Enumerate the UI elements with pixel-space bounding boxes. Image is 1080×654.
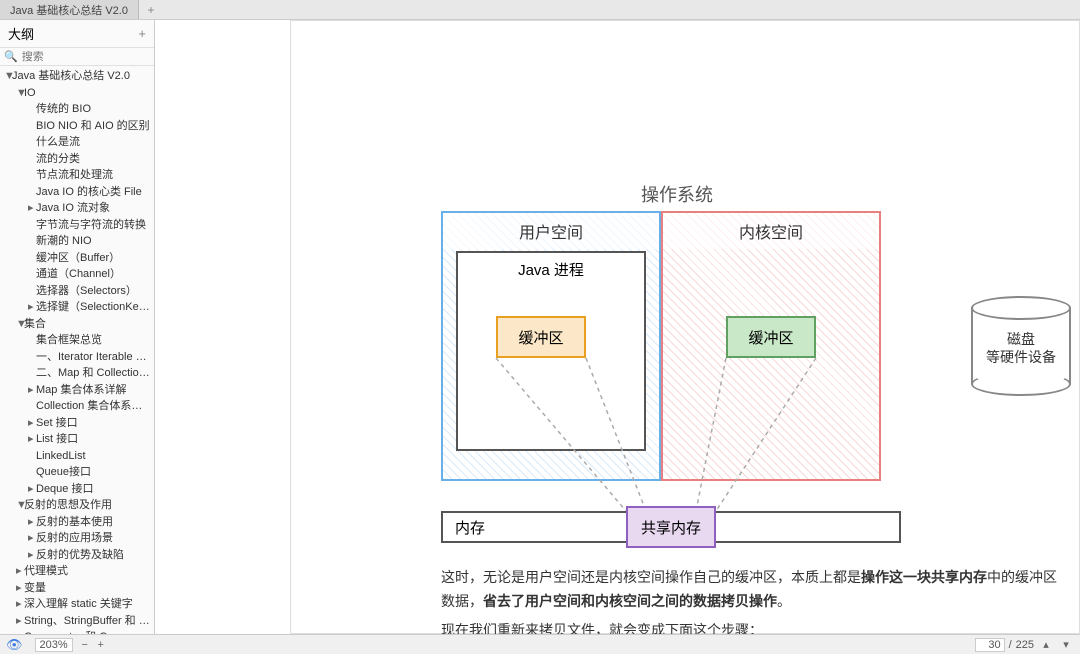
tree-item[interactable]: 缓冲区（Buffer） (0, 250, 154, 267)
new-tab-button[interactable]: + (139, 0, 163, 19)
tree-item[interactable]: ▸代理模式 (0, 563, 154, 580)
main-area: 大纲 + 🔍 ▼Java 基础核心总结 V2.0▼IO传统的 BIOBIO NI… (0, 20, 1080, 634)
tab-bar: Java 基础核心总结 V2.0 + (0, 0, 1080, 20)
search-box: 🔍 (0, 48, 154, 66)
tree-item[interactable]: ▸变量 (0, 580, 154, 597)
page-current[interactable]: 30 (975, 638, 1005, 652)
zoom-level[interactable]: 203% (35, 638, 73, 652)
tree-item[interactable]: ▼Java 基础核心总结 V2.0 (0, 68, 154, 85)
tree-item[interactable]: 二、Map 和 Collection... (0, 365, 154, 382)
search-icon: 🔍 (4, 50, 18, 63)
tree-item[interactable]: ▸反射的优势及缺陷 (0, 547, 154, 564)
user-buffer-box: 缓冲区 (496, 316, 586, 358)
tree-item[interactable]: Java IO 的核心类 File (0, 184, 154, 201)
page-separator: / (1009, 639, 1012, 651)
sidebar-header: 大纲 + (0, 20, 154, 48)
page-up-button[interactable]: ▴ (1038, 638, 1054, 651)
sidebar: 大纲 + 🔍 ▼Java 基础核心总结 V2.0▼IO传统的 BIOBIO NI… (0, 20, 155, 634)
tree-item[interactable]: 选择器（Selectors） (0, 283, 154, 300)
tree-item[interactable]: ▼IO (0, 85, 154, 102)
memory-label: 内存 (443, 517, 497, 538)
document-tab[interactable]: Java 基础核心总结 V2.0 (0, 0, 139, 19)
tree-item[interactable]: BIO NIO 和 AIO 的区别 (0, 118, 154, 135)
tree-item[interactable]: LinkedList (0, 448, 154, 465)
paragraph-1: 这时，无论是用户空间还是内核空间操作自己的缓冲区，本质上都是操作这一块共享内存中… (441, 566, 1061, 614)
tree-item[interactable]: Collection 集合体系详解 (0, 398, 154, 415)
tree-item[interactable]: ▸Map 集合体系详解 (0, 382, 154, 399)
tree-item[interactable]: 字节流与字符流的转换 (0, 217, 154, 234)
tree-item[interactable]: ▸Java IO 流对象 (0, 200, 154, 217)
tree-item[interactable]: 什么是流 (0, 134, 154, 151)
user-space-label: 用户空间 (443, 213, 659, 249)
tree-item[interactable]: ▸String、StringBuffer 和 Stri... (0, 613, 154, 630)
paragraph-2: 现在我们重新来拷贝文件，就会变成下面这个步骤： (441, 619, 1061, 634)
page-view: 操作系统 用户空间 内核空间 Java 进程 缓冲区 缓冲区 (290, 20, 1080, 634)
footer-right: 30 / 225 ▴ ▾ (975, 638, 1074, 652)
tree-item[interactable]: 流的分类 (0, 151, 154, 168)
tree-item[interactable]: ▸List 接口 (0, 431, 154, 448)
tree-item[interactable]: 新潮的 NIO (0, 233, 154, 250)
tree-item[interactable]: ▸选择键（SelectionKey） (0, 299, 154, 316)
diagram-title: 操作系统 (641, 181, 713, 207)
tree-item[interactable]: ▼集合 (0, 316, 154, 333)
sidebar-title: 大纲 (8, 24, 138, 43)
zoom-out-button[interactable]: − (77, 639, 93, 651)
outline-tree[interactable]: ▼Java 基础核心总结 V2.0▼IO传统的 BIOBIO NIO 和 AIO… (0, 66, 154, 634)
tree-item[interactable]: ▸深入理解 static 关键字 (0, 596, 154, 613)
tree-item[interactable]: ▸Deque 接口 (0, 481, 154, 498)
diagram: 操作系统 用户空间 内核空间 Java 进程 缓冲区 缓冲区 (441, 186, 1080, 506)
tree-item[interactable]: ▸反射的应用场景 (0, 530, 154, 547)
java-process-label: Java 进程 (458, 253, 644, 286)
content-area: 操作系统 用户空间 内核空间 Java 进程 缓冲区 缓冲区 (155, 20, 1080, 634)
tree-item[interactable]: ▼反射的思想及作用 (0, 497, 154, 514)
footer-bar: 👁 203% − + 30 / 225 ▴ ▾ (0, 634, 1080, 654)
tree-item[interactable]: 一、Iterator Iterable Lis... (0, 349, 154, 366)
shared-memory-box: 共享内存 (626, 506, 716, 548)
tree-item[interactable]: ▸反射的基本使用 (0, 514, 154, 531)
sidebar-add-icon[interactable]: + (138, 26, 146, 41)
view-icon[interactable]: 👁 (6, 637, 23, 653)
kernel-space-label: 内核空间 (663, 213, 879, 249)
kernel-buffer-box: 缓冲区 (726, 316, 816, 358)
tree-item[interactable]: 通道（Channel） (0, 266, 154, 283)
tree-item[interactable]: 节点流和处理流 (0, 167, 154, 184)
search-input[interactable] (22, 51, 164, 63)
tree-item[interactable]: Queue接口 (0, 464, 154, 481)
page-down-button[interactable]: ▾ (1058, 638, 1074, 651)
disk-cylinder: 磁盘等硬件设备 (971, 296, 1071, 396)
tree-item[interactable]: 集合框架总览 (0, 332, 154, 349)
page-total: 225 (1016, 639, 1034, 651)
zoom-in-button[interactable]: + (93, 639, 109, 651)
tree-item[interactable]: ▸Set 接口 (0, 415, 154, 432)
disk-label: 磁盘等硬件设备 (971, 330, 1071, 366)
tree-item[interactable]: 传统的 BIO (0, 101, 154, 118)
